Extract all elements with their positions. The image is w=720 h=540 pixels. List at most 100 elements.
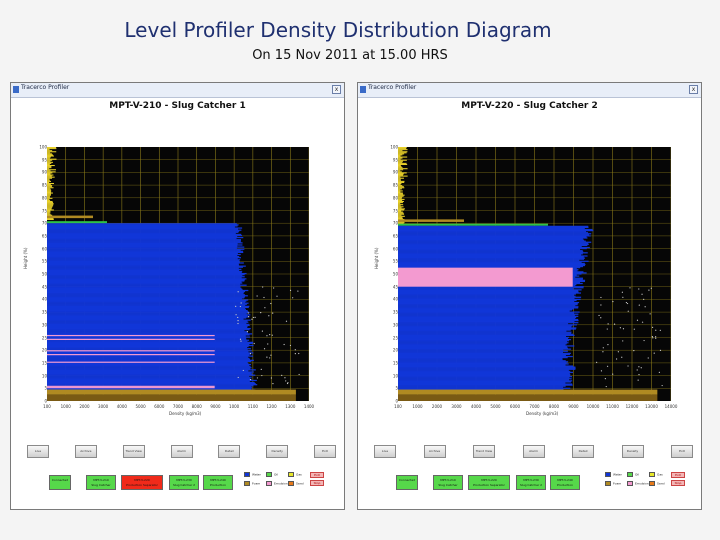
red-exit-button[interactable]: Exit — [310, 472, 324, 478]
water-segment — [47, 302, 249, 304]
nav-button-density[interactable]: Density — [266, 445, 289, 458]
vessel-status-0[interactable]: Connected — [396, 475, 418, 490]
noise-dot — [622, 340, 624, 342]
gas-segment — [398, 148, 407, 150]
vessel-status-1[interactable]: MPT-V-210 Slug Catcher — [433, 475, 463, 490]
water-segment — [47, 245, 238, 247]
vessel-status-2[interactable]: MPT-V-220 Production Separator — [121, 475, 163, 490]
noise-dot — [260, 312, 262, 314]
red-stop-button[interactable]: Stop — [671, 480, 685, 486]
gas-segment — [398, 189, 401, 191]
nav-button-detail[interactable]: Detail — [218, 445, 241, 458]
water-segment — [47, 299, 249, 301]
gas-segment — [398, 182, 402, 185]
nav-button-trend-view[interactable]: Trend View — [122, 445, 145, 458]
water-segment — [398, 358, 563, 360]
gas-segment — [47, 173, 51, 175]
gas-segment — [398, 197, 402, 199]
noise-dot — [262, 286, 264, 288]
water-segment — [398, 262, 585, 265]
noise-dot — [237, 376, 239, 379]
vessel-status-2[interactable]: MPT-V-220 Production Separator — [468, 475, 510, 490]
noise-dot — [285, 380, 287, 382]
gas-segment — [398, 172, 407, 174]
gas-segment — [47, 207, 52, 209]
gas-segment — [47, 202, 54, 204]
nav-button-alarm[interactable]: Alarm — [170, 445, 193, 458]
water-segment — [398, 371, 573, 374]
water-segment — [47, 234, 243, 237]
water-segment — [398, 293, 576, 295]
legend: Water Oil Gas Foam Emulsion Sand Exit Stop — [605, 472, 685, 492]
x-axis-label: Density (kg/m3) — [526, 411, 559, 416]
gas-segment — [398, 177, 404, 179]
legend-item: Oil — [266, 472, 292, 479]
window-titlebar[interactable]: Tracerco Profiler x — [358, 83, 701, 98]
water-segment — [47, 267, 239, 269]
x-tick-label: 8000 — [548, 404, 560, 409]
water-segment — [47, 231, 239, 233]
red-exit-button[interactable]: Exit — [671, 472, 685, 478]
water-segment — [398, 324, 577, 326]
vessel-status-1[interactable]: MPT-V-210 Slug Catcher — [86, 475, 116, 490]
noise-dot — [607, 344, 609, 346]
water-segment — [398, 259, 580, 261]
gas-segment — [47, 174, 54, 176]
gas-segment — [398, 158, 401, 160]
nav-button-live[interactable]: Live — [374, 445, 396, 458]
legend-label: Sand — [657, 481, 665, 486]
vessel-status-4[interactable]: MPT-V-240 Production Separator — [550, 475, 580, 490]
nav-button-live[interactable]: Live — [27, 445, 49, 458]
gas-segment — [398, 217, 403, 219]
gas-segment — [398, 191, 401, 193]
noise-dot — [633, 328, 635, 330]
water-segment — [47, 337, 247, 339]
legend-label: Water — [252, 472, 261, 477]
gas-segment — [47, 148, 57, 150]
water-segment — [47, 277, 242, 279]
window-titlebar[interactable]: Tracerco Profiler x — [11, 83, 344, 98]
vessel-status-3[interactable]: MPT-V-230 Slug Catcher 2 — [516, 475, 546, 490]
nav-button-alarm[interactable]: Alarm — [522, 445, 545, 458]
water-segment — [398, 338, 571, 341]
noise-dot — [298, 373, 300, 376]
water-segment — [398, 291, 579, 293]
x-tick-label: 3000 — [451, 404, 462, 409]
nav-button-exit[interactable]: Exit — [671, 445, 693, 458]
nav-button-archive[interactable]: Archive — [423, 445, 446, 458]
water-segment — [398, 341, 568, 343]
red-stop-button[interactable]: Stop — [310, 480, 324, 486]
water-segment — [398, 304, 578, 306]
water-segment — [47, 289, 249, 292]
x-tick-label: 13000 — [645, 404, 658, 409]
water-segment — [47, 258, 238, 260]
gas-segment — [398, 171, 402, 173]
water-segment — [47, 384, 258, 386]
water-segment — [398, 312, 575, 314]
water-segment — [398, 365, 573, 367]
water-segment — [47, 356, 248, 358]
close-icon[interactable]: x — [689, 85, 698, 94]
close-icon[interactable]: x — [332, 85, 341, 94]
vessel-status-0[interactable]: Connected — [49, 475, 71, 490]
sand-segment — [398, 394, 658, 401]
nav-button-detail[interactable]: Detail — [572, 445, 594, 458]
vessel-status-4[interactable]: MPT-V-240 Production Separator — [203, 475, 233, 490]
nav-button-trend-view[interactable]: Trend View — [473, 445, 495, 458]
water-segment — [47, 280, 245, 282]
nav-button-density[interactable]: Density — [621, 445, 644, 458]
water-segment — [398, 326, 572, 328]
y-tick-label: 60 — [41, 246, 47, 252]
gas-segment — [398, 200, 404, 203]
water-segment — [47, 339, 250, 341]
gas-segment — [47, 167, 52, 169]
water-segment — [398, 264, 585, 267]
nav-button-exit[interactable]: Exit — [314, 445, 336, 458]
water-segment — [47, 248, 245, 250]
x-tick-label: 14000 — [664, 404, 678, 409]
nav-button-archive[interactable]: Archive — [74, 445, 97, 458]
water-segment — [47, 376, 252, 378]
gas-segment — [47, 160, 51, 162]
y-tick-label: 50 — [392, 271, 398, 277]
vessel-status-3[interactable]: MPT-V-230 Slug Catcher 2 — [169, 475, 199, 490]
